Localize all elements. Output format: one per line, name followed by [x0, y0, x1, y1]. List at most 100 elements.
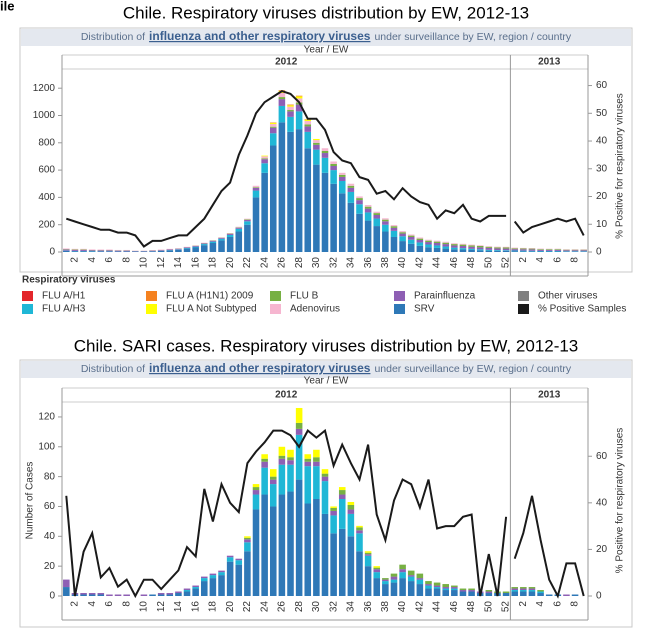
bar-segment [106, 594, 113, 596]
legend-label: Other viruses [538, 291, 597, 302]
bar-segment [382, 231, 389, 252]
x-tick-label: 48 [466, 257, 477, 269]
bar-segment [226, 233, 234, 234]
bar-segment [261, 467, 268, 495]
bar-segment [451, 243, 458, 245]
bar-segment [330, 507, 337, 511]
x-tick-label: 10 [139, 257, 150, 269]
bar-segment [269, 122, 277, 124]
bar-segment [451, 585, 458, 588]
bar-segment [244, 537, 251, 540]
bar-segment [390, 576, 398, 580]
bar-segment [269, 126, 277, 128]
bar-segment [269, 123, 277, 127]
x-tick-label: 10 [139, 601, 150, 613]
x-tick-label: 36 [363, 257, 374, 269]
panel-label: 2013 [538, 57, 561, 68]
bar-segment [373, 211, 381, 214]
bar-segment [433, 242, 441, 246]
bar-segment [244, 551, 251, 596]
bar-segment [347, 513, 355, 537]
x-tick-label: 28 [294, 601, 305, 613]
y-tick-label: 600 [38, 165, 55, 176]
bar-segment [226, 233, 234, 235]
bar-segment [321, 172, 329, 252]
bar-segment [390, 582, 398, 596]
bar-segment [407, 576, 415, 582]
bar-segment [261, 163, 268, 173]
bar-segment [321, 469, 329, 474]
bar-segment [356, 196, 363, 199]
bar-segment [537, 249, 544, 250]
bar-segment [192, 247, 199, 252]
bar-segment [313, 164, 320, 252]
bar-segment [287, 110, 294, 112]
line-series [513, 217, 585, 236]
bar-segment [425, 244, 432, 248]
bar-segment [451, 244, 458, 246]
bar-segment [416, 245, 424, 252]
bar-segment [252, 484, 260, 488]
bar-segment [416, 242, 424, 246]
x-tick-label: 18 [208, 257, 219, 269]
bar-segment [123, 251, 130, 252]
bar-segment [123, 594, 130, 596]
bar-segment [373, 578, 381, 596]
bar-segment [459, 248, 467, 250]
bar-segment [321, 153, 329, 158]
bar-segment [244, 218, 251, 220]
bar-segment [175, 591, 182, 594]
bar-segment [278, 97, 286, 100]
legend-swatch [518, 304, 529, 314]
bar-segment [451, 249, 458, 252]
bar-segment [295, 422, 303, 429]
bar-segment [218, 570, 225, 573]
bar-segment [364, 551, 372, 553]
x-tick-label: 22 [242, 257, 253, 269]
bar-segment [502, 248, 510, 251]
legend-swatch [146, 291, 157, 301]
bar-segment [192, 588, 199, 596]
legend-swatch [270, 291, 281, 301]
x-tick-label: 12 [156, 601, 167, 613]
bar-segment [313, 449, 320, 458]
bar-segment [287, 460, 294, 465]
bar-segment [433, 588, 441, 596]
y2-axis-label: % Positive for respiratory viruses [615, 93, 626, 239]
bar-segment [347, 202, 355, 252]
bar-segment [347, 185, 355, 188]
bar-segment [278, 494, 286, 596]
subtitle-link[interactable]: influenza and other respiratory viruses [149, 361, 371, 375]
bar-segment [252, 187, 260, 191]
bar-segment [295, 98, 303, 103]
bar-segment [235, 558, 243, 561]
bar-segment [304, 454, 312, 459]
bar-segment [295, 129, 303, 252]
bar-segment [399, 231, 406, 233]
bar-segment [330, 166, 337, 171]
bar-segment [313, 144, 320, 150]
bar-segment [192, 246, 199, 248]
subtitle-link[interactable]: influenza and other respiratory viruses [149, 29, 371, 43]
bar-segment [451, 588, 458, 591]
bar-segment [545, 250, 553, 252]
bar-segment [468, 248, 475, 250]
y-tick-label: 400 [38, 192, 55, 203]
bar-segment [330, 163, 337, 166]
x-tick-label: 24 [259, 257, 270, 269]
bar-segment [494, 250, 501, 251]
legend-swatch [146, 304, 157, 314]
bar-segment [468, 244, 475, 246]
x-tick-label: 2 [518, 257, 529, 263]
x-tick-label: 4 [87, 601, 98, 607]
bar-segment [88, 251, 96, 252]
bar-segment [373, 572, 381, 579]
bar-segment [123, 250, 130, 252]
x-tick-label: 4 [87, 257, 98, 263]
bar-segment [278, 458, 286, 465]
x-tick-label: 36 [363, 601, 374, 613]
bar-segment [304, 131, 312, 149]
y2-tick-label: 10 [596, 219, 608, 230]
bar-segment [252, 487, 260, 491]
bar-segment [580, 250, 587, 252]
